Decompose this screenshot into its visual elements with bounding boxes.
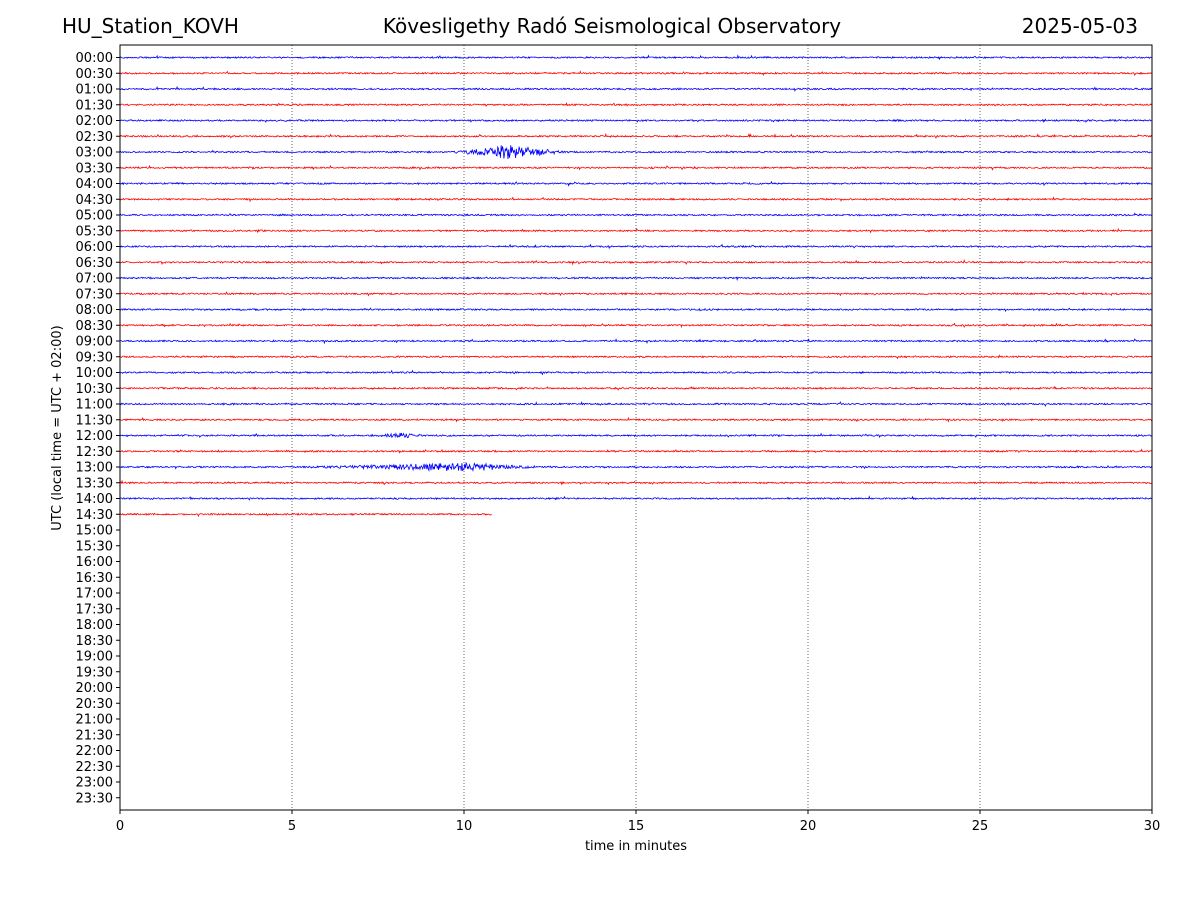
x-tick-label-10: 10 <box>456 819 473 834</box>
y-tick-label-03:30: 03:30 <box>76 161 113 176</box>
trace-08:00 <box>119 307 1153 313</box>
trace-05:00 <box>119 212 1153 217</box>
trace-layer <box>119 54 1153 518</box>
y-tick-label-21:00: 21:00 <box>76 713 113 728</box>
y-tick-label-19:00: 19:00 <box>76 650 113 665</box>
y-tick-label-00:30: 00:30 <box>76 67 113 82</box>
trace-07:30 <box>119 291 1153 297</box>
x-tick-label-20: 20 <box>800 819 817 834</box>
y-tick-label-04:00: 04:00 <box>76 177 113 192</box>
trace-01:00 <box>119 85 1153 92</box>
y-tick-label-06:30: 06:30 <box>76 256 113 271</box>
trace-05:30 <box>119 227 1153 234</box>
chart-title: Kövesligethy Radó Seismological Observat… <box>382 14 842 38</box>
trace-11:00 <box>119 401 1153 407</box>
trace-03:00 <box>119 145 1153 160</box>
y-tick-label-02:00: 02:00 <box>76 114 113 129</box>
trace-12:00 <box>119 432 1153 439</box>
y-tick-label-08:30: 08:30 <box>76 319 113 334</box>
y-tick-label-09:30: 09:30 <box>76 350 113 365</box>
trace-14:00 <box>119 495 1153 501</box>
trace-03:30 <box>119 164 1153 171</box>
y-axis-label: UTC (local time = UTC + 02:00) <box>50 325 65 530</box>
x-tick-label-0: 0 <box>116 819 124 834</box>
y-tick-label-12:00: 12:00 <box>76 429 113 444</box>
station-name: HU_Station_KOVH <box>62 14 239 38</box>
y-tick-label-15:30: 15:30 <box>76 539 113 554</box>
y-tick-label-03:00: 03:00 <box>76 146 113 161</box>
y-tick-label-23:00: 23:00 <box>76 776 113 791</box>
x-tick-label-15: 15 <box>628 819 645 834</box>
y-tick-label-16:30: 16:30 <box>76 571 113 586</box>
y-tick-label-11:00: 11:00 <box>76 398 113 413</box>
trace-02:00 <box>119 118 1153 124</box>
trace-02:30 <box>119 132 1153 139</box>
trace-04:00 <box>119 180 1153 187</box>
y-tick-label-10:00: 10:00 <box>76 366 113 381</box>
trace-12:30 <box>119 448 1153 454</box>
y-tick-label-04:30: 04:30 <box>76 193 113 208</box>
y-tick-label-00:00: 00:00 <box>76 51 113 66</box>
trace-06:00 <box>119 243 1153 250</box>
y-tick-label-02:30: 02:30 <box>76 130 113 145</box>
y-tick-label-07:00: 07:00 <box>76 272 113 287</box>
y-tick-label-14:30: 14:30 <box>76 508 113 523</box>
x-tick-label-30: 30 <box>1144 819 1161 834</box>
y-tick-label-06:00: 06:00 <box>76 240 113 255</box>
x-axis-label: time in minutes <box>585 839 687 854</box>
y-tick-label-20:00: 20:00 <box>76 681 113 696</box>
y-tick-label-05:00: 05:00 <box>76 209 113 224</box>
y-tick-label-22:00: 22:00 <box>76 744 113 759</box>
y-tick-label-09:00: 09:00 <box>76 335 113 350</box>
y-tick-label-21:30: 21:30 <box>76 728 113 743</box>
trace-09:00 <box>119 338 1153 345</box>
trace-13:00 <box>119 461 1153 472</box>
trace-06:30 <box>119 259 1153 266</box>
y-tick-label-10:30: 10:30 <box>76 382 113 397</box>
date-label: 2025-05-03 <box>1021 14 1138 38</box>
y-tick-label-14:00: 14:00 <box>76 492 113 507</box>
y-tick-label-23:30: 23:30 <box>76 791 113 806</box>
y-tick-label-18:30: 18:30 <box>76 634 113 649</box>
y-tick-label-16:00: 16:00 <box>76 555 113 570</box>
y-tick-label-15:00: 15:00 <box>76 524 113 539</box>
trace-11:30 <box>119 416 1153 423</box>
y-tick-layer: 00:0000:3001:0001:3002:0002:3003:0003:30… <box>76 51 120 806</box>
y-tick-label-22:30: 22:30 <box>76 760 113 775</box>
trace-14:30 <box>119 512 492 518</box>
y-tick-label-20:30: 20:30 <box>76 697 113 712</box>
y-tick-label-19:30: 19:30 <box>76 665 113 680</box>
y-tick-label-17:00: 17:00 <box>76 587 113 602</box>
x-tick-layer: 0 5 10 15 20 25 30 <box>116 810 1160 834</box>
y-tick-label-17:30: 17:30 <box>76 602 113 617</box>
y-tick-label-12:30: 12:30 <box>76 445 113 460</box>
trace-01:30 <box>119 102 1153 107</box>
y-tick-label-08:00: 08:00 <box>76 303 113 318</box>
trace-00:30 <box>119 70 1153 77</box>
x-tick-label-25: 25 <box>972 819 989 834</box>
trace-13:30 <box>119 479 1153 486</box>
grid-layer <box>291 45 981 810</box>
trace-00:00 <box>119 54 1153 61</box>
y-tick-label-05:30: 05:30 <box>76 224 113 239</box>
y-tick-label-11:30: 11:30 <box>76 413 113 428</box>
trace-04:30 <box>119 196 1153 203</box>
x-tick-label-5: 5 <box>288 819 296 834</box>
y-tick-label-01:30: 01:30 <box>76 98 113 113</box>
trace-10:00 <box>119 369 1153 376</box>
trace-09:30 <box>119 354 1153 360</box>
y-tick-label-18:00: 18:00 <box>76 618 113 633</box>
trace-10:30 <box>119 385 1153 391</box>
trace-08:30 <box>119 322 1153 329</box>
y-tick-label-13:00: 13:00 <box>76 461 113 476</box>
y-tick-label-07:30: 07:30 <box>76 287 113 302</box>
y-tick-label-01:00: 01:00 <box>76 83 113 98</box>
trace-07:00 <box>119 275 1153 282</box>
y-tick-label-13:30: 13:30 <box>76 476 113 491</box>
